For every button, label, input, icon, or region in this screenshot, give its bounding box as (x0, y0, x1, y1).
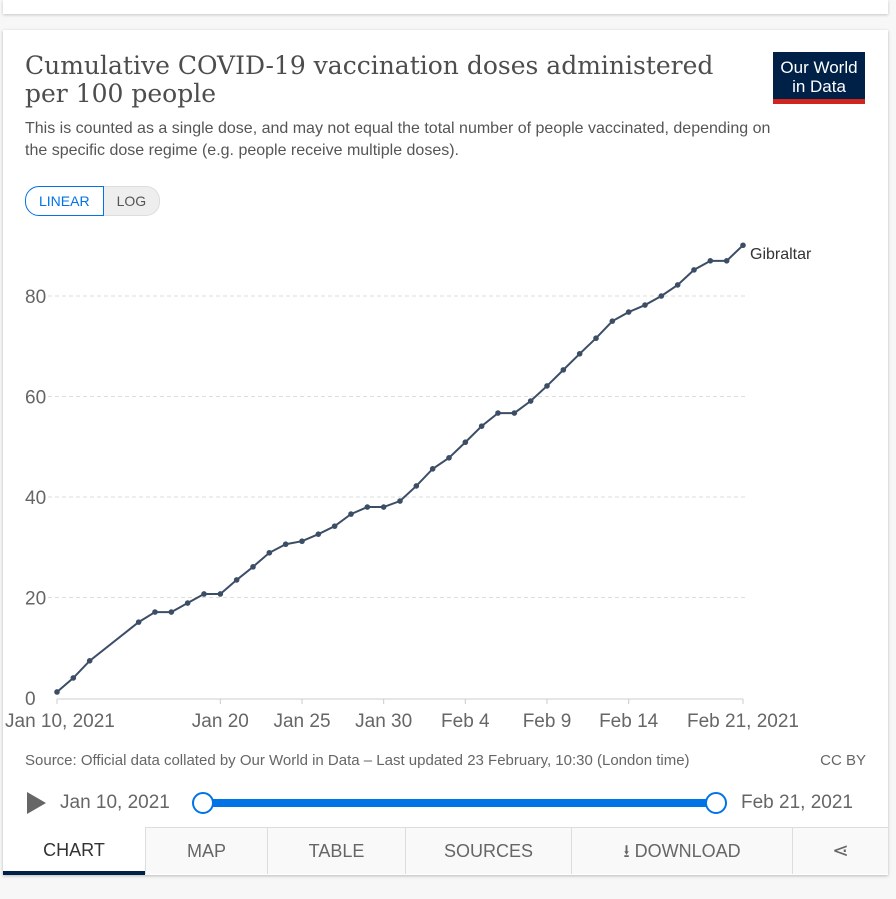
data-point (168, 609, 175, 615)
play-icon[interactable] (27, 792, 46, 814)
data-point (691, 267, 697, 273)
x-tick-label: Jan 20 (192, 711, 249, 730)
x-tick-label: Jan 30 (355, 711, 412, 730)
tab-download[interactable]: ⭳ DOWNLOAD (571, 827, 792, 874)
logo-line2: in Data (792, 77, 846, 96)
share-icon: ⋖ (832, 840, 849, 862)
data-point (217, 591, 224, 597)
x-tick-label: Jan 25 (273, 711, 330, 730)
x-tick-label: Feb 4 (441, 711, 490, 730)
source-note[interactable]: Source: Official data collated by Our Wo… (25, 752, 690, 769)
download-label: DOWNLOAD (634, 841, 741, 861)
data-point (723, 258, 730, 264)
owid-logo[interactable]: Our World in Data (773, 52, 865, 104)
logo-line1: Our World (780, 58, 858, 77)
data-point (625, 309, 632, 315)
linear-button[interactable]: LINEAR (25, 186, 104, 216)
data-point (478, 423, 485, 429)
data-point (54, 689, 60, 695)
x-tick-label: Feb 9 (523, 711, 572, 730)
data-point (429, 466, 436, 472)
tab-bar: CHART MAP TABLE SOURCES ⭳ DOWNLOAD ⋖ (3, 827, 888, 875)
timeline-end-handle[interactable] (705, 792, 727, 814)
data-point (233, 577, 240, 583)
data-point (135, 619, 142, 625)
y-tick-label: 80 (25, 287, 46, 308)
data-point (348, 511, 354, 517)
data-point (658, 293, 665, 299)
x-tick-label: Jan 10, 2021 (5, 711, 115, 730)
data-point (184, 600, 191, 606)
data-point (576, 350, 583, 357)
data-point (364, 504, 371, 510)
timeline-start-label: Jan 10, 2021 (60, 792, 170, 813)
data-point (495, 410, 501, 416)
data-point (201, 591, 207, 597)
log-button[interactable]: LOG (103, 186, 161, 216)
data-point (560, 367, 567, 373)
tab-chart[interactable]: CHART (3, 827, 145, 875)
data-point (413, 483, 420, 489)
series-label-gibraltar: Gibraltar (750, 246, 812, 263)
data-point (397, 498, 403, 504)
previous-card (3, 0, 888, 14)
data-point (609, 318, 616, 324)
data-point (527, 398, 534, 404)
y-tick-label: 60 (25, 388, 46, 409)
y-tick-label: 20 (25, 589, 46, 610)
series-line-gibraltar (56, 244, 744, 693)
scale-toggle: LINEAR LOG (25, 186, 161, 216)
data-point (380, 504, 387, 510)
y-tick-label: 0 (25, 689, 36, 710)
data-point (707, 258, 714, 264)
data-point (70, 675, 77, 681)
data-point (642, 302, 648, 308)
timeline-range[interactable] (203, 799, 716, 807)
chart-card: Cumulative COVID-19 vaccination doses ad… (3, 30, 888, 875)
data-point (446, 455, 452, 461)
x-tick-label: Feb 21, 2021 (687, 711, 799, 730)
data-point (511, 410, 518, 416)
data-point (299, 538, 305, 545)
data-point (740, 242, 746, 249)
line-chart: 0 20 40 60 80 Jan 10, 2021 Jan 20 Jan 25 Jan 30 F… (5, 242, 812, 730)
data-point (331, 523, 338, 529)
data-point (674, 282, 681, 288)
license-link[interactable]: CC BY (820, 752, 866, 769)
tab-sources[interactable]: SOURCES (405, 827, 571, 874)
share-button[interactable]: ⋖ (792, 827, 888, 874)
chart-subtitle: This is counted as a single dose, and ma… (25, 120, 771, 159)
data-point (152, 609, 158, 615)
data-point (544, 383, 550, 389)
data-point (250, 564, 256, 570)
tab-table[interactable]: TABLE (267, 827, 405, 874)
tab-map[interactable]: MAP (145, 827, 267, 874)
data-point (266, 549, 273, 556)
data-point (462, 439, 469, 446)
x-tick-label: Feb 14 (599, 711, 659, 730)
chart-title: Cumulative COVID-19 vaccination doses ad… (25, 51, 714, 108)
y-tick-label: 40 (25, 488, 46, 509)
data-point (593, 335, 599, 342)
data-point (282, 541, 289, 548)
timeline-start-handle[interactable] (192, 792, 214, 814)
data-point (86, 658, 93, 664)
timeline-end-label: Feb 21, 2021 (741, 792, 853, 813)
data-point (315, 531, 322, 537)
download-icon: ⭳ (623, 841, 630, 861)
